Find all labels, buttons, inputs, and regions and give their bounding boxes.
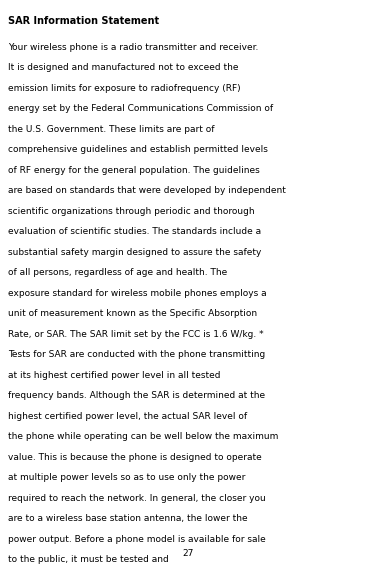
Text: exposure standard for wireless mobile phones employs a: exposure standard for wireless mobile ph… <box>8 289 267 298</box>
Text: SAR Information Statement: SAR Information Statement <box>8 16 159 26</box>
Text: at multiple power levels so as to use only the power: at multiple power levels so as to use on… <box>8 473 245 482</box>
Text: of RF energy for the general population. The guidelines: of RF energy for the general population.… <box>8 166 260 175</box>
Text: comprehensive guidelines and establish permitted levels: comprehensive guidelines and establish p… <box>8 145 268 154</box>
Text: scientific organizations through periodic and thorough: scientific organizations through periodi… <box>8 206 254 215</box>
Text: to the public, it must be tested and: to the public, it must be tested and <box>8 555 169 564</box>
Text: of all persons, regardless of age and health. The: of all persons, regardless of age and he… <box>8 268 227 277</box>
Text: Rate, or SAR. The SAR limit set by the FCC is 1.6 W/kg. *: Rate, or SAR. The SAR limit set by the F… <box>8 329 264 338</box>
Text: It is designed and manufactured not to exceed the: It is designed and manufactured not to e… <box>8 63 239 72</box>
Text: the U.S. Government. These limits are part of: the U.S. Government. These limits are pa… <box>8 125 215 134</box>
Text: power output. Before a phone model is available for sale: power output. Before a phone model is av… <box>8 535 266 544</box>
Text: frequency bands. Although the SAR is determined at the: frequency bands. Although the SAR is det… <box>8 391 265 400</box>
Text: highest certified power level, the actual SAR level of: highest certified power level, the actua… <box>8 412 247 421</box>
Text: are to a wireless base station antenna, the lower the: are to a wireless base station antenna, … <box>8 514 248 523</box>
Text: evaluation of scientific studies. The standards include a: evaluation of scientific studies. The st… <box>8 227 261 236</box>
Text: value. This is because the phone is designed to operate: value. This is because the phone is desi… <box>8 452 262 462</box>
Text: Your wireless phone is a radio transmitter and receiver.: Your wireless phone is a radio transmitt… <box>8 43 258 52</box>
Text: 27: 27 <box>183 549 194 558</box>
Text: substantial safety margin designed to assure the safety: substantial safety margin designed to as… <box>8 248 261 257</box>
Text: required to reach the network. In general, the closer you: required to reach the network. In genera… <box>8 494 266 503</box>
Text: unit of measurement known as the Specific Absorption: unit of measurement known as the Specifi… <box>8 309 257 318</box>
Text: are based on standards that were developed by independent: are based on standards that were develop… <box>8 186 286 195</box>
Text: energy set by the Federal Communications Commission of: energy set by the Federal Communications… <box>8 104 273 113</box>
Text: Tests for SAR are conducted with the phone transmitting: Tests for SAR are conducted with the pho… <box>8 350 265 359</box>
Text: at its highest certified power level in all tested: at its highest certified power level in … <box>8 371 221 380</box>
Text: emission limits for exposure to radiofrequency (RF): emission limits for exposure to radiofre… <box>8 84 241 92</box>
Text: the phone while operating can be well below the maximum: the phone while operating can be well be… <box>8 432 278 441</box>
